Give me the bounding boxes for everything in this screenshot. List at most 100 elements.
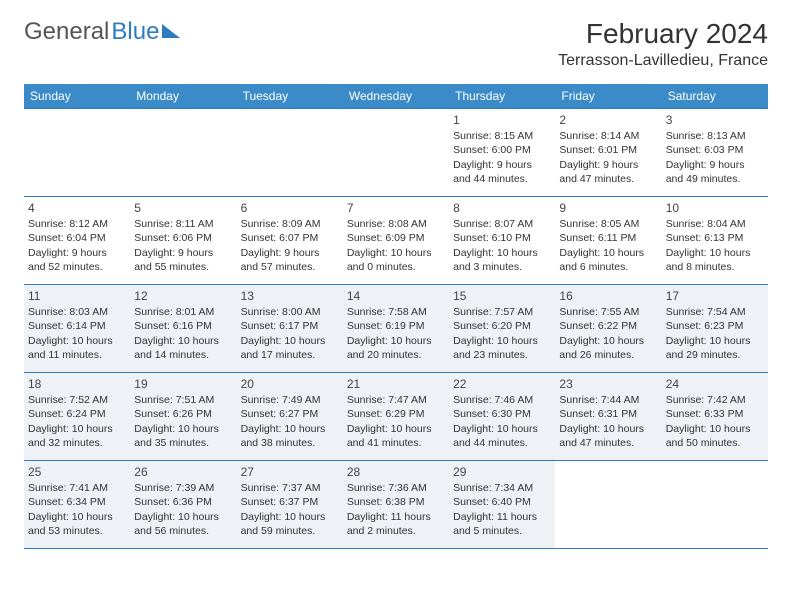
sunset-text: Sunset: 6:27 PM <box>241 407 339 421</box>
calendar-cell: 19Sunrise: 7:51 AMSunset: 6:26 PMDayligh… <box>130 373 236 461</box>
calendar-cell-empty <box>130 109 236 197</box>
sunrise-text: Sunrise: 7:34 AM <box>453 481 551 495</box>
calendar-week: 25Sunrise: 7:41 AMSunset: 6:34 PMDayligh… <box>24 461 768 549</box>
sunrise-text: Sunrise: 8:01 AM <box>134 305 232 319</box>
calendar-cell: 20Sunrise: 7:49 AMSunset: 6:27 PMDayligh… <box>237 373 343 461</box>
day-number: 11 <box>28 288 126 304</box>
sunrise-text: Sunrise: 8:14 AM <box>559 129 657 143</box>
daylight-text: Daylight: 10 hours and 8 minutes. <box>666 246 764 274</box>
calendar-cell: 21Sunrise: 7:47 AMSunset: 6:29 PMDayligh… <box>343 373 449 461</box>
day-number: 2 <box>559 112 657 128</box>
calendar-cell: 11Sunrise: 8:03 AMSunset: 6:14 PMDayligh… <box>24 285 130 373</box>
sunrise-text: Sunrise: 7:58 AM <box>347 305 445 319</box>
sunset-text: Sunset: 6:38 PM <box>347 495 445 509</box>
sunset-text: Sunset: 6:17 PM <box>241 319 339 333</box>
calendar-cell: 3Sunrise: 8:13 AMSunset: 6:03 PMDaylight… <box>662 109 768 197</box>
day-number: 17 <box>666 288 764 304</box>
day-number: 20 <box>241 376 339 392</box>
calendar-cell: 25Sunrise: 7:41 AMSunset: 6:34 PMDayligh… <box>24 461 130 549</box>
day-number: 26 <box>134 464 232 480</box>
sunset-text: Sunset: 6:30 PM <box>453 407 551 421</box>
calendar-cell-empty <box>237 109 343 197</box>
dow-header: Monday <box>130 84 236 109</box>
brand-triangle-icon <box>162 24 180 38</box>
sunrise-text: Sunrise: 8:15 AM <box>453 129 551 143</box>
sunrise-text: Sunrise: 7:36 AM <box>347 481 445 495</box>
sunrise-text: Sunrise: 7:44 AM <box>559 393 657 407</box>
daylight-text: Daylight: 10 hours and 17 minutes. <box>241 334 339 362</box>
daylight-text: Daylight: 11 hours and 2 minutes. <box>347 510 445 538</box>
sunset-text: Sunset: 6:37 PM <box>241 495 339 509</box>
day-number: 19 <box>134 376 232 392</box>
sunset-text: Sunset: 6:23 PM <box>666 319 764 333</box>
sunrise-text: Sunrise: 8:08 AM <box>347 217 445 231</box>
sunset-text: Sunset: 6:20 PM <box>453 319 551 333</box>
calendar-cell: 27Sunrise: 7:37 AMSunset: 6:37 PMDayligh… <box>237 461 343 549</box>
sunset-text: Sunset: 6:22 PM <box>559 319 657 333</box>
calendar-cell: 12Sunrise: 8:01 AMSunset: 6:16 PMDayligh… <box>130 285 236 373</box>
calendar-cell: 7Sunrise: 8:08 AMSunset: 6:09 PMDaylight… <box>343 197 449 285</box>
sunrise-text: Sunrise: 7:52 AM <box>28 393 126 407</box>
day-number: 4 <box>28 200 126 216</box>
sunset-text: Sunset: 6:16 PM <box>134 319 232 333</box>
day-number: 8 <box>453 200 551 216</box>
sunrise-text: Sunrise: 7:39 AM <box>134 481 232 495</box>
sunrise-text: Sunrise: 7:57 AM <box>453 305 551 319</box>
daylight-text: Daylight: 10 hours and 47 minutes. <box>559 422 657 450</box>
calendar-cell: 4Sunrise: 8:12 AMSunset: 6:04 PMDaylight… <box>24 197 130 285</box>
daylight-text: Daylight: 10 hours and 56 minutes. <box>134 510 232 538</box>
sunset-text: Sunset: 6:34 PM <box>28 495 126 509</box>
sunset-text: Sunset: 6:06 PM <box>134 231 232 245</box>
sunset-text: Sunset: 6:09 PM <box>347 231 445 245</box>
day-number: 29 <box>453 464 551 480</box>
daylight-text: Daylight: 10 hours and 50 minutes. <box>666 422 764 450</box>
sunrise-text: Sunrise: 7:49 AM <box>241 393 339 407</box>
daylight-text: Daylight: 9 hours and 52 minutes. <box>28 246 126 274</box>
sunrise-text: Sunrise: 8:09 AM <box>241 217 339 231</box>
month-title: February 2024 <box>558 18 768 50</box>
daylight-text: Daylight: 10 hours and 44 minutes. <box>453 422 551 450</box>
daylight-text: Daylight: 10 hours and 59 minutes. <box>241 510 339 538</box>
day-number: 24 <box>666 376 764 392</box>
sunset-text: Sunset: 6:24 PM <box>28 407 126 421</box>
sunrise-text: Sunrise: 7:41 AM <box>28 481 126 495</box>
calendar-week: 18Sunrise: 7:52 AMSunset: 6:24 PM Dayligh… <box>24 373 768 461</box>
calendar-cell: 15Sunrise: 7:57 AMSunset: 6:20 PMDayligh… <box>449 285 555 373</box>
sunrise-text: Sunrise: 8:12 AM <box>28 217 126 231</box>
day-number: 12 <box>134 288 232 304</box>
day-number: 18 <box>28 376 126 392</box>
daylight-text: Daylight: 9 hours and 55 minutes. <box>134 246 232 274</box>
sunrise-text: Sunrise: 7:47 AM <box>347 393 445 407</box>
day-of-week-row: SundayMondayTuesdayWednesdayThursdayFrid… <box>24 84 768 109</box>
daylight-text: Daylight: 10 hours and 0 minutes. <box>347 246 445 274</box>
location-label: Terrasson-Lavilledieu, France <box>558 52 768 70</box>
sunrise-text: Sunrise: 7:51 AM <box>134 393 232 407</box>
day-number: 5 <box>134 200 232 216</box>
sunset-text: Sunset: 6:29 PM <box>347 407 445 421</box>
dow-header: Friday <box>555 84 661 109</box>
sunrise-text: Sunrise: 8:13 AM <box>666 129 764 143</box>
calendar-cell-empty <box>343 109 449 197</box>
calendar-cell: 8Sunrise: 8:07 AMSunset: 6:10 PMDaylight… <box>449 197 555 285</box>
daylight-text: Daylight: 9 hours and 47 minutes. <box>559 158 657 186</box>
brand-general: General <box>24 18 109 46</box>
daylight-text: Daylight: 10 hours and 38 minutes. <box>241 422 339 450</box>
daylight-text: Daylight: 11 hours and 5 minutes. <box>453 510 551 538</box>
dow-header: Thursday <box>449 84 555 109</box>
calendar-body: 1Sunrise: 8:15 AMSunset: 6:00 PMDaylight… <box>24 109 768 549</box>
daylight-text: Daylight: 10 hours and 14 minutes. <box>134 334 232 362</box>
calendar-week: 4Sunrise: 8:12 AMSunset: 6:04 PMDaylight… <box>24 197 768 285</box>
sunset-text: Sunset: 6:03 PM <box>666 143 764 157</box>
sunrise-text: Sunrise: 8:05 AM <box>559 217 657 231</box>
calendar-cell: 16Sunrise: 7:55 AMSunset: 6:22 PMDayligh… <box>555 285 661 373</box>
sunset-text: Sunset: 6:33 PM <box>666 407 764 421</box>
sunset-text: Sunset: 6:01 PM <box>559 143 657 157</box>
daylight-text: Daylight: 9 hours and 57 minutes. <box>241 246 339 274</box>
daylight-text: Daylight: 10 hours and 23 minutes. <box>453 334 551 362</box>
day-number: 23 <box>559 376 657 392</box>
daylight-text: Daylight: 9 hours and 44 minutes. <box>453 158 551 186</box>
calendar-week: 11Sunrise: 8:03 AMSunset: 6:14 PMDayligh… <box>24 285 768 373</box>
sunset-text: Sunset: 6:36 PM <box>134 495 232 509</box>
calendar-cell-empty <box>24 109 130 197</box>
daylight-text: Daylight: 9 hours and 49 minutes. <box>666 158 764 186</box>
